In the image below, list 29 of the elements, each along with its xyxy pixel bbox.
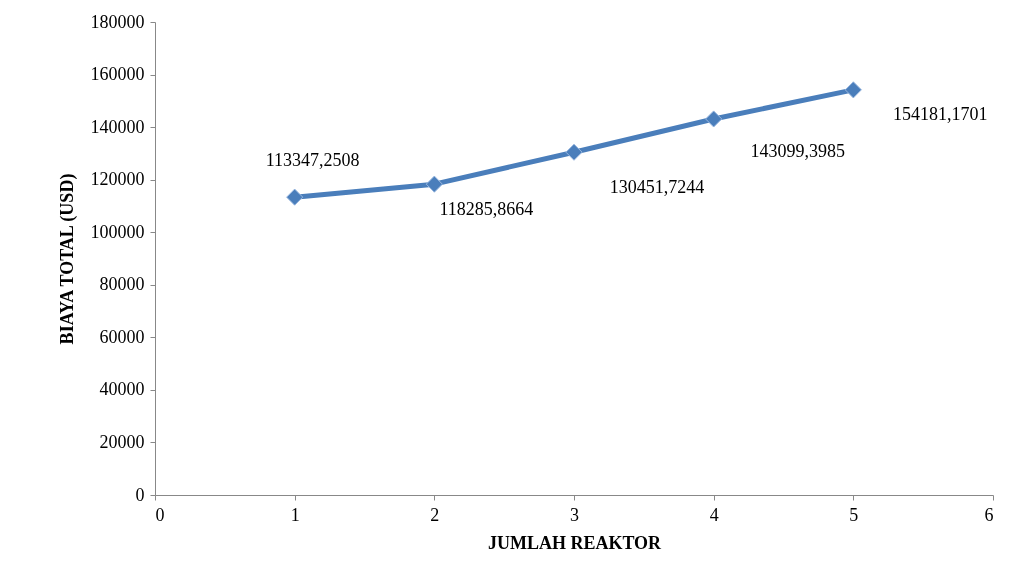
point (844, 81, 862, 99)
data-label: 143099,3985 (750, 140, 845, 161)
point (425, 175, 443, 193)
y-tick-label: 100000 (90, 221, 145, 242)
y-tick-label: 0 (135, 484, 145, 505)
y-tick-label: 40000 (99, 379, 145, 400)
y-tick-label: 180000 (90, 11, 145, 32)
data-label: 154181,1701 (893, 103, 988, 124)
x-tick-label: 2 (430, 504, 440, 525)
y-tick-label: 120000 (90, 169, 145, 190)
x-tick-label: 0 (155, 504, 165, 525)
x-tick-label: 5 (849, 504, 859, 525)
y-tick-label: 80000 (99, 274, 145, 295)
point (565, 143, 583, 161)
y-axis-title: BIAYA TOTAL (USD) (56, 173, 78, 345)
point (286, 188, 304, 206)
point (705, 110, 723, 128)
data-label: 118285,8664 (439, 199, 534, 220)
data-label: 113347,2508 (265, 150, 360, 171)
x-tick-label: 6 (984, 504, 994, 525)
x-axis-title: JUMLAH REAKTOR (487, 532, 663, 553)
y-tick-label: 20000 (99, 431, 145, 452)
y-tick-label: 140000 (90, 116, 145, 137)
y-tick-label: 160000 (90, 64, 145, 85)
x-tick-label: 3 (570, 504, 579, 525)
x-tick-label: 1 (290, 504, 300, 525)
x-tick-label: 4 (709, 504, 719, 525)
data-label: 130451,7244 (609, 177, 705, 198)
y-tick-label: 60000 (99, 326, 145, 347)
